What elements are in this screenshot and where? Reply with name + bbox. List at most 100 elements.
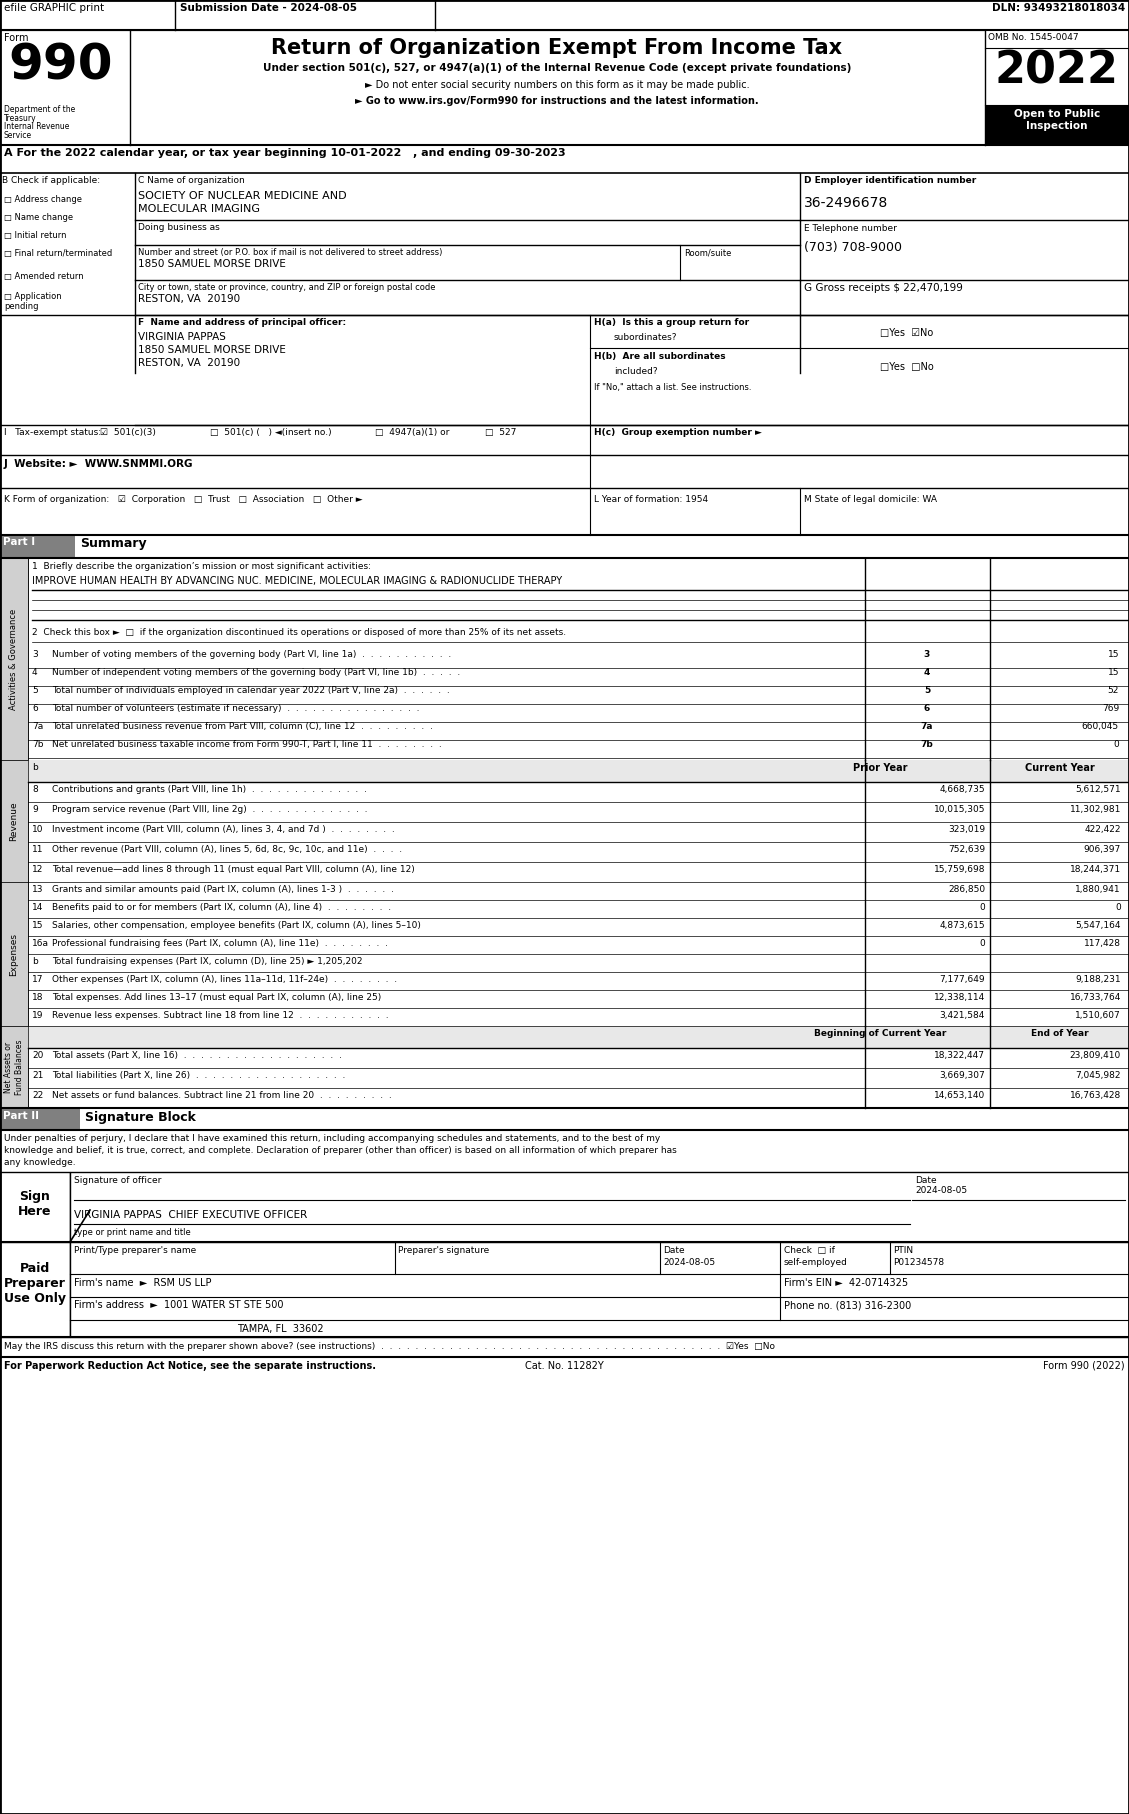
Text: Sign
Here: Sign Here bbox=[18, 1190, 52, 1217]
Text: Number and street (or P.O. box if mail is not delivered to street address): Number and street (or P.O. box if mail i… bbox=[138, 249, 443, 258]
Text: 6: 6 bbox=[924, 704, 930, 713]
Text: □ Application
pending: □ Application pending bbox=[5, 292, 62, 312]
Text: Beginning of Current Year: Beginning of Current Year bbox=[814, 1029, 946, 1038]
Text: 10: 10 bbox=[32, 825, 44, 834]
Text: Part II: Part II bbox=[3, 1110, 40, 1121]
Text: Cat. No. 11282Y: Cat. No. 11282Y bbox=[525, 1360, 603, 1371]
Text: Activities & Governance: Activities & Governance bbox=[9, 608, 18, 709]
Text: 18,322,447: 18,322,447 bbox=[934, 1050, 984, 1059]
Text: Signature Block: Signature Block bbox=[85, 1110, 195, 1125]
Text: 4,873,615: 4,873,615 bbox=[939, 922, 984, 931]
Bar bbox=[0, 145, 1129, 172]
Text: TAMPA, FL  33602: TAMPA, FL 33602 bbox=[237, 1324, 323, 1333]
Text: Treasury: Treasury bbox=[5, 114, 36, 123]
Bar bbox=[70, 1172, 1129, 1243]
Text: b: b bbox=[32, 764, 37, 773]
Text: MOLECULAR IMAGING: MOLECULAR IMAGING bbox=[138, 203, 260, 214]
Text: Benefits paid to or for members (Part IX, column (A), line 4)  .  .  .  .  .  . : Benefits paid to or for members (Part IX… bbox=[52, 903, 391, 912]
Text: Summary: Summary bbox=[80, 537, 147, 550]
Text: □ Name change: □ Name change bbox=[5, 212, 73, 221]
Text: I   Tax-exempt status:: I Tax-exempt status: bbox=[5, 428, 102, 437]
Text: 16a: 16a bbox=[32, 940, 49, 949]
Text: City or town, state or province, country, and ZIP or foreign postal code: City or town, state or province, country… bbox=[138, 283, 436, 292]
Text: self-employed: self-employed bbox=[784, 1257, 848, 1266]
Text: DLN: 93493218018034: DLN: 93493218018034 bbox=[991, 4, 1124, 13]
Text: E Telephone number: E Telephone number bbox=[804, 223, 896, 232]
Text: 16,763,428: 16,763,428 bbox=[1070, 1090, 1121, 1099]
Text: 7b: 7b bbox=[32, 740, 44, 749]
Text: 18,244,371: 18,244,371 bbox=[1070, 865, 1121, 874]
Text: Program service revenue (Part VIII, line 2g)  .  .  .  .  .  .  .  .  .  .  .  .: Program service revenue (Part VIII, line… bbox=[52, 805, 368, 814]
Text: A For the 2022 calendar year, or tax year beginning 10-01-2022   , and ending 09: A For the 2022 calendar year, or tax yea… bbox=[5, 149, 566, 158]
Text: Net Assets or
Fund Balances: Net Assets or Fund Balances bbox=[5, 1039, 24, 1096]
Text: Prior Year: Prior Year bbox=[852, 764, 908, 773]
Text: type or print name and title: type or print name and title bbox=[75, 1228, 191, 1237]
Text: 12,338,114: 12,338,114 bbox=[934, 992, 984, 1001]
Text: C Name of organization: C Name of organization bbox=[138, 176, 245, 185]
Text: 7a: 7a bbox=[921, 722, 934, 731]
Bar bbox=[0, 760, 28, 882]
Text: Total unrelated business revenue from Part VIII, column (C), line 12  .  .  .  .: Total unrelated business revenue from Pa… bbox=[52, 722, 432, 731]
Text: □ Final return/terminated: □ Final return/terminated bbox=[5, 249, 112, 258]
Text: 4: 4 bbox=[924, 668, 930, 677]
Text: 6: 6 bbox=[32, 704, 37, 713]
Bar bbox=[70, 1243, 1129, 1337]
Text: ► Go to www.irs.gov/Form990 for instructions and the latest information.: ► Go to www.irs.gov/Form990 for instruct… bbox=[356, 96, 759, 105]
Text: 0: 0 bbox=[979, 940, 984, 949]
Text: 36-2496678: 36-2496678 bbox=[804, 196, 889, 210]
Text: Professional fundraising fees (Part IX, column (A), line 11e)  .  .  .  .  .  . : Professional fundraising fees (Part IX, … bbox=[52, 940, 388, 949]
Text: ► Do not enter social security numbers on this form as it may be made public.: ► Do not enter social security numbers o… bbox=[365, 80, 750, 91]
Bar bbox=[0, 0, 1129, 31]
Text: End of Year: End of Year bbox=[1031, 1029, 1088, 1038]
Text: Other expenses (Part IX, column (A), lines 11a–11d, 11f–24e)  .  .  .  .  .  .  : Other expenses (Part IX, column (A), lin… bbox=[52, 974, 397, 983]
Text: 117,428: 117,428 bbox=[1084, 940, 1121, 949]
Text: (703) 708-9000: (703) 708-9000 bbox=[804, 241, 902, 254]
Text: SOCIETY OF NUCLEAR MEDICINE AND: SOCIETY OF NUCLEAR MEDICINE AND bbox=[138, 190, 347, 201]
Text: 5: 5 bbox=[32, 686, 37, 695]
Text: Net unrelated business taxable income from Form 990-T, Part I, line 11  .  .  . : Net unrelated business taxable income fr… bbox=[52, 740, 441, 749]
Bar bbox=[0, 172, 1129, 374]
Text: L Year of formation: 1954: L Year of formation: 1954 bbox=[594, 495, 708, 504]
Bar bbox=[28, 760, 1129, 782]
Text: Total number of volunteers (estimate if necessary)  .  .  .  .  .  .  .  .  .  .: Total number of volunteers (estimate if … bbox=[52, 704, 420, 713]
Text: 3,669,307: 3,669,307 bbox=[939, 1070, 984, 1079]
Text: 12: 12 bbox=[32, 865, 43, 874]
Text: Total expenses. Add lines 13–17 (must equal Part IX, column (A), line 25): Total expenses. Add lines 13–17 (must eq… bbox=[52, 992, 382, 1001]
Text: 9,188,231: 9,188,231 bbox=[1076, 974, 1121, 983]
Bar bbox=[0, 535, 75, 559]
Text: 660,045: 660,045 bbox=[1082, 722, 1119, 731]
Text: 10,015,305: 10,015,305 bbox=[934, 805, 984, 814]
Text: 3,421,584: 3,421,584 bbox=[939, 1010, 984, 1019]
Text: Under penalties of perjury, I declare that I have examined this return, includin: Under penalties of perjury, I declare th… bbox=[5, 1134, 660, 1143]
Text: Total assets (Part X, line 16)  .  .  .  .  .  .  .  .  .  .  .  .  .  .  .  .  : Total assets (Part X, line 16) . . . . .… bbox=[52, 1050, 342, 1059]
Bar bbox=[0, 882, 28, 1027]
Bar bbox=[0, 1243, 70, 1337]
Text: 20: 20 bbox=[32, 1050, 43, 1059]
Text: PTIN: PTIN bbox=[893, 1246, 913, 1255]
Text: □ Initial return: □ Initial return bbox=[5, 230, 67, 239]
Text: 7,177,649: 7,177,649 bbox=[939, 974, 984, 983]
Text: 2  Check this box ►  □  if the organization discontinued its operations or dispo: 2 Check this box ► □ if the organization… bbox=[32, 628, 566, 637]
Text: 19: 19 bbox=[32, 1010, 44, 1019]
Text: □Yes  ☑No: □Yes ☑No bbox=[879, 328, 934, 337]
Text: Paid
Preparer
Use Only: Paid Preparer Use Only bbox=[5, 1263, 65, 1304]
Text: Number of voting members of the governing body (Part VI, line 1a)  .  .  .  .  .: Number of voting members of the governin… bbox=[52, 649, 452, 658]
Text: For Paperwork Reduction Act Notice, see the separate instructions.: For Paperwork Reduction Act Notice, see … bbox=[5, 1360, 376, 1371]
Text: H(a)  Is this a group return for: H(a) Is this a group return for bbox=[594, 317, 750, 327]
Text: 11,302,981: 11,302,981 bbox=[1069, 805, 1121, 814]
Text: 15,759,698: 15,759,698 bbox=[934, 865, 984, 874]
Text: Current Year: Current Year bbox=[1025, 764, 1095, 773]
Bar bbox=[0, 488, 1129, 535]
Text: H(c)  Group exemption number ►: H(c) Group exemption number ► bbox=[594, 428, 762, 437]
Text: Other revenue (Part VIII, column (A), lines 5, 6d, 8c, 9c, 10c, and 11e)  .  .  : Other revenue (Part VIII, column (A), li… bbox=[52, 845, 402, 854]
Text: Under section 501(c), 527, or 4947(a)(1) of the Internal Revenue Code (except pr: Under section 501(c), 527, or 4947(a)(1)… bbox=[263, 63, 851, 73]
Text: □  527: □ 527 bbox=[485, 428, 516, 437]
Text: 2022: 2022 bbox=[995, 51, 1119, 93]
Text: Firm's address  ►  1001 WATER ST STE 500: Firm's address ► 1001 WATER ST STE 500 bbox=[75, 1301, 283, 1310]
Text: 15: 15 bbox=[1108, 649, 1119, 658]
Text: 323,019: 323,019 bbox=[948, 825, 984, 834]
Text: Contributions and grants (Part VIII, line 1h)  .  .  .  .  .  .  .  .  .  .  .  : Contributions and grants (Part VIII, lin… bbox=[52, 785, 367, 795]
Text: P01234578: P01234578 bbox=[893, 1257, 944, 1266]
Text: 1  Briefly describe the organization’s mission or most significant activities:: 1 Briefly describe the organization’s mi… bbox=[32, 562, 371, 571]
Bar bbox=[984, 31, 1129, 145]
